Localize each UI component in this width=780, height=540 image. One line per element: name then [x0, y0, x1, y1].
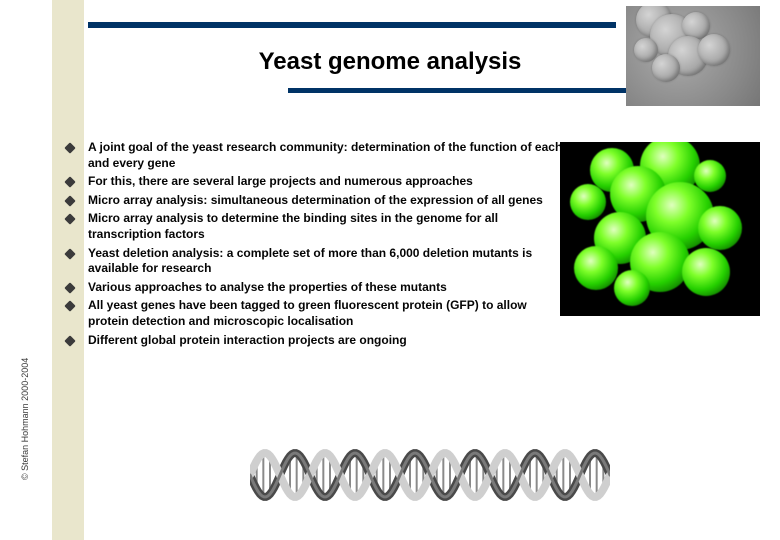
bullet-item: Yeast deletion analysis: a complete set … — [60, 246, 570, 277]
bullet-item: Different global protein interaction pro… — [60, 333, 570, 349]
page-title: Yeast genome analysis — [130, 48, 650, 76]
gfp-cell — [574, 246, 618, 290]
bullet-item: Various approaches to analyse the proper… — [60, 280, 570, 296]
bullet-item: Micro array analysis: simultaneous deter… — [60, 193, 570, 209]
gfp-cell — [614, 270, 650, 306]
bullet-item: All yeast genes have been tagged to gree… — [60, 298, 570, 329]
bullet-item: Micro array analysis to determine the bi… — [60, 211, 570, 242]
gfp-cell — [698, 206, 742, 250]
gfp-cell — [570, 184, 606, 220]
top-divider — [88, 22, 616, 28]
cell-blob — [698, 34, 730, 66]
fluorescence-image — [560, 142, 760, 316]
bullet-item: For this, there are several large projec… — [60, 174, 570, 190]
microscopy-image — [626, 6, 760, 106]
gfp-cell — [682, 248, 730, 296]
copyright-text: © Stefan Hohmann 2000-2004 — [20, 358, 30, 480]
bullet-list: A joint goal of the yeast research commu… — [60, 140, 570, 351]
dna-helix-image — [250, 440, 610, 510]
cell-blob — [652, 54, 680, 82]
bullet-item: A joint goal of the yeast research commu… — [60, 140, 570, 171]
cell-blob — [634, 38, 658, 62]
